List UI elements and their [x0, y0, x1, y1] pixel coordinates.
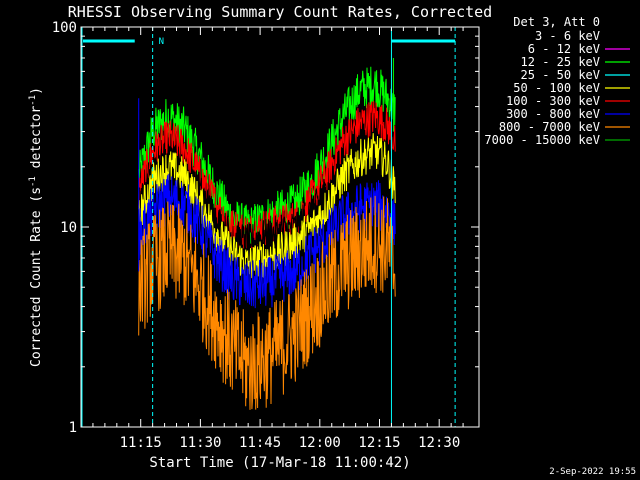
y-tick-label: 1	[69, 420, 77, 436]
plot-area	[138, 66, 396, 410]
y-axis: 1 10 100	[52, 20, 479, 436]
series-line	[138, 133, 396, 280]
night-label: N	[159, 37, 164, 47]
chart-title: RHESSI Observing Summary Count Rates, Co…	[68, 3, 492, 21]
x-tick-label: 12:00	[299, 435, 341, 451]
legend-label: 12 - 25 keV	[521, 55, 600, 69]
series-800-7000kev	[138, 195, 396, 410]
x-tick-label: 12:15	[358, 435, 400, 451]
series-line	[138, 173, 396, 309]
legend-label: 800 - 7000 keV	[499, 120, 600, 134]
y-axis-label: Corrected Count Rate (s-1 detector-1)	[28, 87, 44, 367]
legend-label: 7000 - 15000 keV	[484, 133, 600, 147]
x-tick-label: 11:30	[179, 435, 221, 451]
series-50-100kev	[138, 133, 396, 280]
x-tick-label: 11:15	[120, 435, 162, 451]
y-axis-label-main: Corrected Count Rate (s	[29, 187, 44, 367]
legend-label: 100 - 300 keV	[506, 94, 600, 108]
x-tick-label: 12:30	[418, 435, 460, 451]
observation-markers: N	[81, 27, 456, 427]
legend-header: Det 3, Att 0	[513, 15, 600, 29]
legend-label: 50 - 100 keV	[513, 81, 600, 95]
series-300-800kev	[138, 173, 396, 309]
y-axis-label-end: )	[29, 87, 44, 95]
y-axis-label-mid: detector	[29, 106, 44, 177]
y-axis-label-sup2: -1	[28, 95, 38, 106]
footer-date: 2-Sep-2022 19:55	[549, 467, 636, 477]
series-line	[138, 195, 396, 410]
legend-label: 3 - 6 keV	[535, 29, 600, 43]
legend-label: 25 - 50 keV	[521, 68, 600, 82]
x-axis-label: Start Time (17-Mar-18 11:00:42)	[149, 455, 410, 471]
legend-label: 300 - 800 keV	[506, 107, 600, 121]
y-tick-label: 10	[60, 220, 77, 236]
x-tick-label: 11:45	[239, 435, 281, 451]
legend-label: 6 - 12 keV	[528, 42, 600, 56]
y-axis-label-sup1: -1	[28, 176, 38, 187]
y-tick-label: 100	[52, 20, 77, 36]
x-axis: 11:15 11:30 11:45 12:00 12:15 12:30	[80, 27, 464, 451]
